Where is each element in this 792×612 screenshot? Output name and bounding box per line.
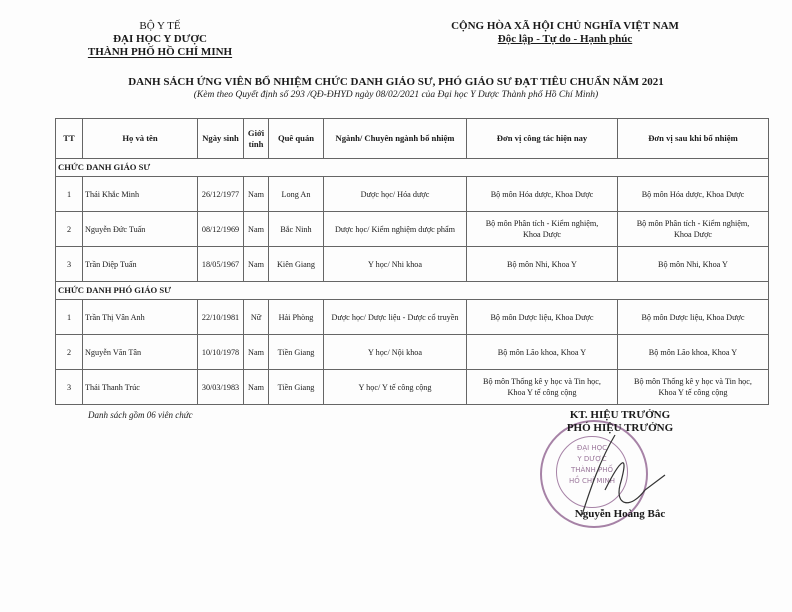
table-cell: Nguyễn Văn Tân <box>82 334 198 370</box>
table-row: 3 Trần Diệp Tuấn 18/05/1967 Nam Kiên Giang Y … <box>55 246 769 282</box>
table-cell: Hải Phòng <box>268 299 324 335</box>
table-cell: 1 <box>55 176 83 212</box>
column-header: Ngành/ Chuyên ngành bổ nhiệm <box>323 118 467 159</box>
column-header: Họ và tên <box>82 118 198 159</box>
table-cell: Trần Thị Vân Anh <box>82 299 198 335</box>
candidate-table: TT Họ và tên Ngày sinh Giới tính Quê quán Ngà… <box>55 118 769 405</box>
table-cell: Bộ môn Nhi, Khoa Y <box>466 246 618 282</box>
table-cell: 3 <box>55 369 83 405</box>
table-cell: Tiền Giang <box>268 334 324 370</box>
document-title: DANH SÁCH ỨNG VIÊN BỔ NHIỆM CHỨC DANH GI… <box>128 76 664 88</box>
table-cell: 2 <box>55 334 83 370</box>
table-cell: Nam <box>243 176 269 212</box>
university: ĐẠI HỌC Y DƯỢC <box>113 33 207 45</box>
table-row: 2 Nguyễn Đức Tuấn 08/12/1969 Nam Bắc Ninh Dượ… <box>55 211 769 247</box>
table-cell: Dược học/ Hóa dược <box>323 176 467 212</box>
column-header: Đơn vị sau khi bổ nhiệm <box>617 118 769 159</box>
table-cell: Thái Thanh Trúc <box>82 369 198 405</box>
table-cell: 3 <box>55 246 83 282</box>
table-cell: Thái Khắc Minh <box>82 176 198 212</box>
table-cell: Bộ môn Dược liệu, Khoa Dược <box>617 299 769 335</box>
table-cell: Nam <box>243 211 269 247</box>
document-subtitle: (Kèm theo Quyết định số 293 /QĐ-ĐHYD ngà… <box>193 90 599 100</box>
official-stamp: ĐẠI HỌC Y DƯỢC THÀNH PHỐ HỒ CHÍ MINH <box>540 420 648 528</box>
section-row: CHỨC DANH GIÁO SƯ <box>55 158 769 177</box>
country-name: CỘNG HÒA XÃ HỘI CHỦ NGHĨA VIỆT NAM <box>451 20 679 32</box>
table-cell: Bộ môn Phân tích - Kiểm nghiệm, Khoa Dượ… <box>617 211 769 247</box>
table-cell: Y học/ Y tế công cộng <box>323 369 467 405</box>
table-cell: Nữ <box>243 299 269 335</box>
table-cell: Bộ môn Hóa dược, Khoa Dược <box>466 176 618 212</box>
table-cell: 10/10/1978 <box>197 334 244 370</box>
table-cell: Trần Diệp Tuấn <box>82 246 198 282</box>
table-cell: Bộ môn Dược liệu, Khoa Dược <box>466 299 618 335</box>
table-cell: Long An <box>268 176 324 212</box>
table-cell: Nam <box>243 334 269 370</box>
signature-block: KT. HIỆU TRƯỞNG PHÓ HIỆU TRƯỞNG <box>540 409 700 435</box>
table-cell: Nam <box>243 246 269 282</box>
column-header: Ngày sinh <box>197 118 244 159</box>
table-row: 1 Thái Khắc Minh 26/12/1977 Nam Long An Dược … <box>55 176 769 212</box>
section-title: CHỨC DANH GIÁO SƯ <box>55 158 769 177</box>
handwritten-signature <box>581 434 666 516</box>
section-row: CHỨC DANH PHÓ GIÁO SƯ <box>55 281 769 300</box>
motto: Độc lập - Tự do - Hạnh phúc <box>497 33 633 45</box>
column-header: Giới tính <box>243 118 269 159</box>
table-cell: Tiền Giang <box>268 369 324 405</box>
table-cell: Bộ môn Lão khoa, Khoa Y <box>466 334 618 370</box>
table-cell: Bộ môn Phân tích - Kiểm nghiệm, Khoa Dượ… <box>466 211 618 247</box>
signature-title-1: KT. HIỆU TRƯỞNG <box>569 409 671 421</box>
table-cell: 26/12/1977 <box>197 176 244 212</box>
table-cell: 18/05/1967 <box>197 246 244 282</box>
table-cell: Kiên Giang <box>268 246 324 282</box>
section-title: CHỨC DANH PHÓ GIÁO SƯ <box>55 281 769 300</box>
city: THÀNH PHỐ HỒ CHÍ MINH <box>87 46 233 58</box>
signature-title-2: PHÓ HIỆU TRƯỞNG <box>566 422 674 434</box>
table-cell: Bộ môn Nhi, Khoa Y <box>617 246 769 282</box>
footer-note: Danh sách gồm 06 viên chức <box>88 410 193 420</box>
table-row: 3 Thái Thanh Trúc 30/03/1983 Nam Tiền Giang Y… <box>55 369 769 405</box>
column-header: TT <box>55 118 83 159</box>
column-header: Quê quán <box>268 118 324 159</box>
table-cell: Bắc Ninh <box>268 211 324 247</box>
issuer-block: BỘ Y TẾ ĐẠI HỌC Y DƯỢC THÀNH PHỐ HỒ CHÍ … <box>60 20 260 59</box>
table-cell: 1 <box>55 299 83 335</box>
table-cell: Dược học/ Kiểm nghiệm dược phẩm <box>323 211 467 247</box>
table-cell: Nguyễn Đức Tuấn <box>82 211 198 247</box>
signer-name: Nguyễn Hoàng Bắc <box>574 508 666 520</box>
table-row: 2 Nguyễn Văn Tân 10/10/1978 Nam Tiền Giang Y … <box>55 334 769 370</box>
table-cell: 30/03/1983 <box>197 369 244 405</box>
table-cell: Dược học/ Dược liệu - Dược cổ truyền <box>323 299 467 335</box>
table-cell: Bộ môn Thống kê y học và Tin học, Khoa Y… <box>617 369 769 405</box>
table-cell: Bộ môn Lão khoa, Khoa Y <box>617 334 769 370</box>
table-cell: Nam <box>243 369 269 405</box>
table-cell: Y học/ Nội khoa <box>323 334 467 370</box>
table-cell: Y học/ Nhi khoa <box>323 246 467 282</box>
table-cell: Bộ môn Hóa dược, Khoa Dược <box>617 176 769 212</box>
table-cell: 08/12/1969 <box>197 211 244 247</box>
column-header: Đơn vị công tác hiện nay <box>466 118 618 159</box>
table-cell: Bộ môn Thống kê y học và Tin học, Khoa Y… <box>466 369 618 405</box>
table-row: 1 Trần Thị Vân Anh 22/10/1981 Nữ Hải Phòng Dư… <box>55 299 769 335</box>
national-motto: CỘNG HÒA XÃ HỘI CHỦ NGHĨA VIỆT NAM Độc l… <box>420 20 710 46</box>
table-cell: 2 <box>55 211 83 247</box>
ministry: BỘ Y TẾ <box>139 20 181 32</box>
table-cell: 22/10/1981 <box>197 299 244 335</box>
